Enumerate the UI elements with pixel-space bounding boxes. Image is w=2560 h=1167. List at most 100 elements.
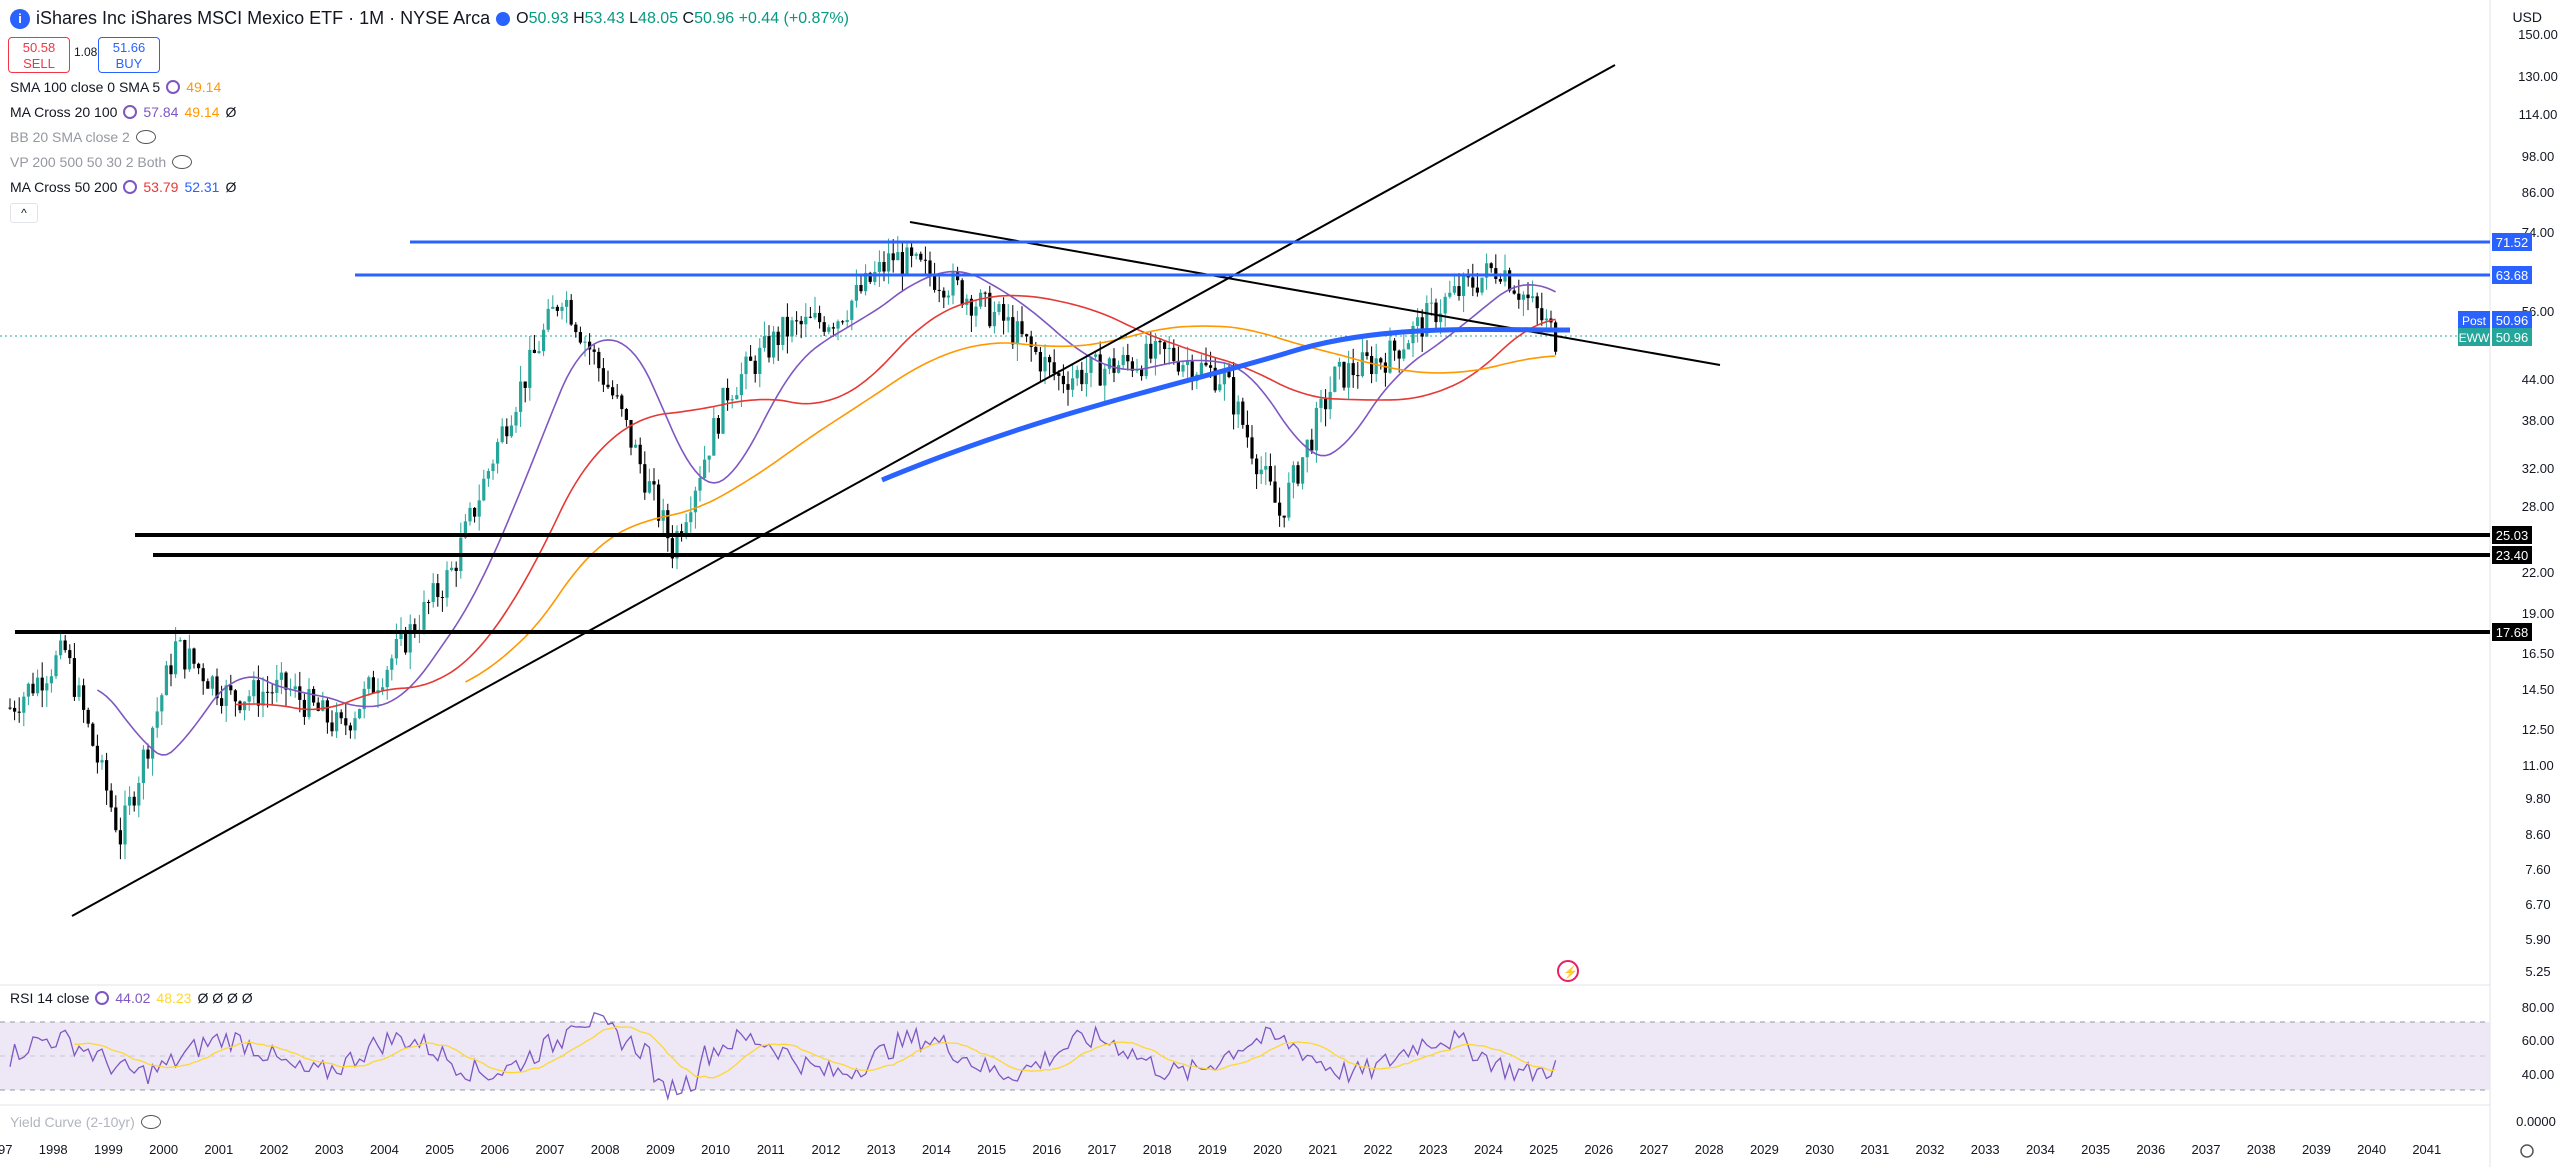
currency-label[interactable]: USD [2512, 9, 2542, 25]
ma-20-line [96, 270, 1556, 756]
settings-icon[interactable] [166, 80, 181, 94]
candle-body [997, 304, 1001, 312]
price-tick: 16.50 [2522, 646, 2555, 661]
settings-icon[interactable] [123, 105, 138, 119]
candle-body [114, 807, 118, 831]
candle-body [431, 583, 435, 603]
indicator-sma100[interactable]: SMA 100 close 0 SMA 5 49.14 [10, 79, 221, 95]
indicator-bb[interactable]: BB 20 SMA close 2 [10, 129, 156, 145]
candle-body [307, 688, 311, 717]
symbol-logo[interactable]: i [10, 8, 30, 29]
candle-body [992, 311, 996, 327]
candle-body [689, 512, 693, 523]
candle-body [974, 306, 978, 316]
candle-body [266, 691, 270, 693]
price-tick: 9.80 [2525, 791, 2550, 806]
candle-body [40, 677, 44, 691]
time-tick: 2039 [2302, 1142, 2331, 1157]
candle-body [753, 360, 757, 374]
candle-body [270, 692, 274, 694]
candle-body [1144, 343, 1148, 377]
price-badge [2492, 233, 2532, 251]
rsi-rest: Ø Ø Ø Ø [197, 990, 253, 1006]
price-badge-value: 71.52 [2496, 235, 2529, 250]
candle-body [569, 299, 573, 325]
candle-body [1222, 370, 1226, 385]
candle-body [31, 683, 35, 694]
candle-body [427, 601, 431, 603]
rsi-tick: 40.00 [2522, 1067, 2555, 1082]
collapse-legend-button[interactable]: ^ [10, 203, 38, 223]
candle-body [1066, 384, 1070, 390]
candle-body [187, 648, 191, 670]
candle-body [864, 272, 868, 292]
candle-body [256, 680, 260, 706]
candle-body [358, 708, 362, 719]
yield-curve-name: Yield Curve (2-10yr) [10, 1114, 135, 1130]
price-tick: 11.00 [2522, 758, 2554, 773]
hidden-eye-icon[interactable] [172, 155, 193, 169]
candle-body [854, 285, 858, 301]
candle-body [82, 685, 86, 710]
candle-body [1038, 352, 1042, 372]
price-tick: 150.00 [2518, 27, 2558, 42]
candle-body [555, 306, 559, 311]
candle-body [882, 262, 886, 272]
candle-body [781, 316, 785, 346]
candle-body [772, 331, 776, 358]
candle-body [86, 709, 90, 724]
candle-body [537, 351, 541, 353]
candle-body [325, 700, 329, 723]
candle-body [1121, 354, 1125, 366]
candle-body [1429, 302, 1433, 304]
candle-body [1209, 365, 1213, 368]
hidden-eye-icon[interactable] [135, 130, 156, 144]
price-badge-value: 23.40 [2496, 548, 2529, 563]
candle-body [1393, 340, 1397, 351]
symbol-title[interactable]: iShares Inc iShares MSCI Mexico ETF · 1M… [36, 8, 491, 28]
candle-body [1199, 362, 1203, 375]
candle-body [1153, 340, 1157, 359]
settings-icon[interactable] [95, 991, 110, 1005]
candle-body [1314, 407, 1318, 451]
candle-body [1029, 336, 1033, 347]
sell-button[interactable]: 50.58 SELL [8, 37, 70, 73]
yield-curve-legend[interactable]: Yield Curve (2-10yr) [10, 1114, 161, 1130]
price-badge-tag [2458, 311, 2490, 329]
candle-body [1181, 364, 1185, 372]
candle-body [1245, 424, 1249, 438]
candle-body [105, 760, 109, 791]
indicator-vp[interactable]: VP 200 500 50 30 2 Both [10, 154, 193, 170]
candle-body [1176, 360, 1180, 372]
settings-icon[interactable] [123, 180, 138, 194]
candle-body [1020, 321, 1024, 335]
indicator-ma-cross-20-100[interactable]: MA Cross 20 100 57.84 49.14 Ø [10, 104, 236, 120]
lightning-icon [1557, 960, 1579, 982]
candle-body [210, 676, 214, 689]
candle-body [1075, 369, 1079, 379]
candle-body [72, 658, 76, 697]
candle-body [1526, 294, 1530, 299]
candle-body [1112, 358, 1116, 373]
rsi-legend[interactable]: RSI 14 close 44.02 48.23 Ø Ø Ø Ø [10, 990, 253, 1006]
candle-body [1204, 362, 1208, 366]
hidden-eye-icon[interactable] [140, 1115, 161, 1129]
candle-body [477, 500, 481, 517]
candle-body [91, 723, 95, 746]
candle-body [712, 418, 716, 456]
candle-body [910, 247, 914, 256]
buy-button[interactable]: 51.66 BUY [98, 37, 160, 73]
candle-body [845, 319, 849, 322]
candle-body [1448, 292, 1452, 297]
time-tick: 2036 [2136, 1142, 2165, 1157]
candle-body [1052, 362, 1056, 374]
candle-body [634, 444, 638, 448]
candle-body [1264, 466, 1268, 470]
candle-body [1084, 372, 1088, 385]
indicator-ma-cross-50-200[interactable]: MA Cross 50 200 53.79 52.31 Ø [10, 179, 236, 195]
market-status-icon[interactable] [496, 11, 511, 26]
time-tick: 1997 [0, 1142, 12, 1157]
candle-body [201, 668, 205, 682]
candle-body [620, 395, 624, 410]
